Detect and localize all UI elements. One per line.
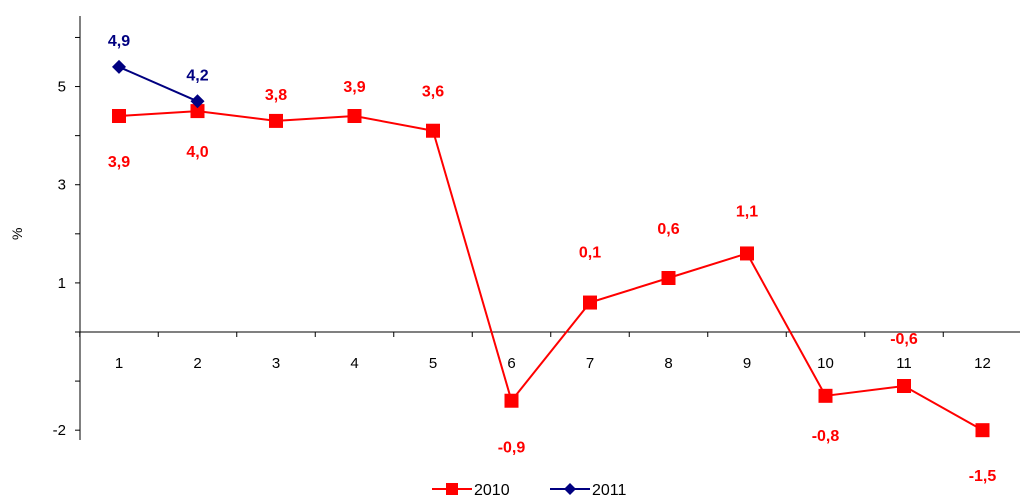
legend-marker-2010 [446,483,458,495]
legend-label-2011: 2011 [592,482,627,497]
data-label-2011: 4,2 [186,67,208,84]
point-marker-2010 [347,109,362,123]
x-tick-label: 4 [350,355,358,372]
point-marker-2011 [112,59,126,74]
data-label-2010: 3,8 [265,87,287,104]
data-label-2010: -1,5 [969,468,997,485]
y-tick-label: 1 [58,275,66,292]
point-marker-2010 [426,123,440,138]
x-tick-label: 10 [817,355,834,372]
x-tick-label: 12 [974,355,991,372]
x-tick-label: 2 [193,355,201,372]
x-tick-label: 1 [115,355,123,372]
point-marker-2010 [661,271,676,285]
point-marker-2010 [897,379,911,393]
series-layer [112,59,990,438]
data-label-2010: 4,0 [186,144,208,161]
data-label-2010: 0,6 [657,221,679,238]
point-marker-2010 [740,246,754,261]
series-line-2011 [118,65,198,103]
data-label-2010: 1,1 [736,203,758,220]
data-label-2010: -0,6 [890,331,918,348]
axes: 531-2%1 2 3 4 5 6 7 8 9 10 11 12 [9,16,1020,440]
point-marker-2010 [975,423,990,438]
series-line-2010 [118,110,983,432]
y-axis-title: % [9,228,25,240]
point-marker-2010 [504,393,519,408]
point-marker-2010 [583,295,597,310]
x-tick-label: 8 [664,355,672,372]
point-marker-2010 [112,109,126,123]
data-label-2011: 4,9 [108,33,130,50]
data-label-2010: 0,1 [579,245,601,262]
legend-marker-2011 [564,483,576,495]
data-label-2010: 3,9 [343,79,365,96]
x-tick-label: 6 [507,355,515,372]
data-label-2010: 3,9 [108,154,130,171]
data-label-2010: -0,8 [812,428,840,445]
y-tick-label: 5 [58,79,66,96]
point-marker-2010 [269,113,283,128]
x-tick-label: 3 [272,355,280,372]
x-tick-label: 11 [896,355,912,372]
x-tick-label: 7 [586,355,594,372]
legend: 2010 2011 [432,482,627,497]
data-label-2010: 3,6 [422,84,444,101]
point-marker-2011 [190,94,205,109]
y-tick-label: -2 [53,422,66,439]
y-tick-label: 3 [58,177,66,194]
data-label-2010: -0,9 [498,440,526,457]
point-marker-2010 [818,388,833,403]
point-marker-2010 [190,104,205,119]
x-tick-label: 9 [743,355,751,372]
x-tick-label: 5 [429,355,437,372]
data-labels: 3,9 4,0 3,8 3,9 3,6 -0,9 0,1 0,6 1,1 -0,8 -0,6 -1,5… [108,33,997,485]
legend-label-2010: 2010 [474,482,510,497]
